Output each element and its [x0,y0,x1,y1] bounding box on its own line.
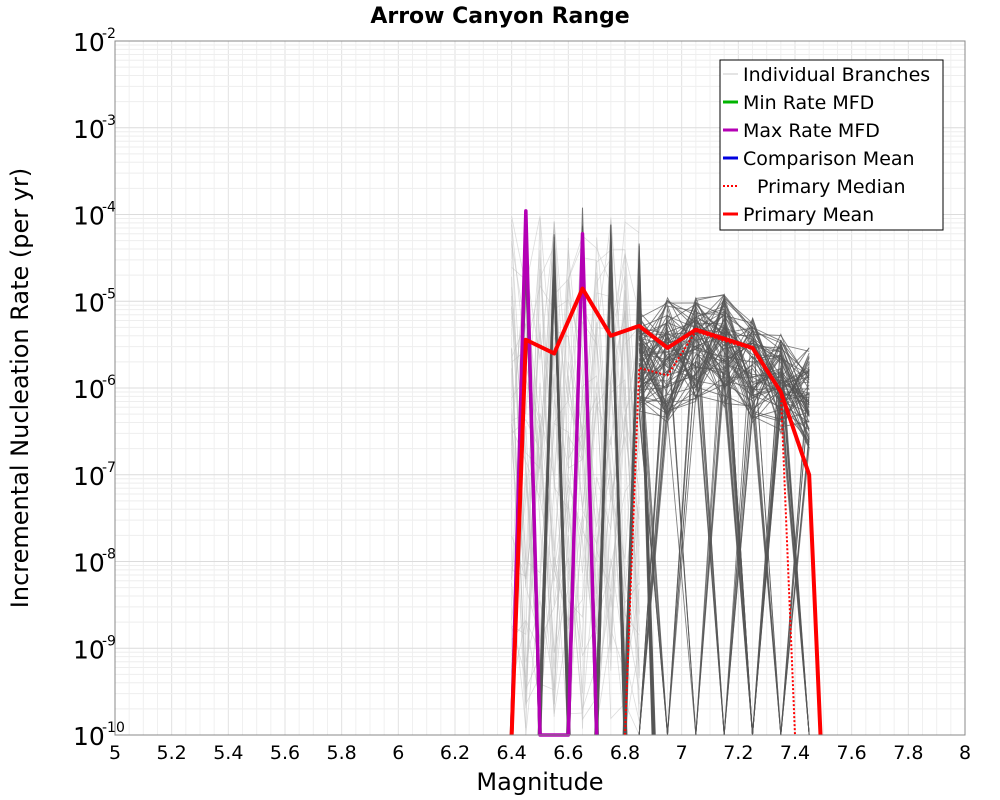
branch-spike-line [596,224,626,736]
legend-label: Primary Mean [743,204,874,226]
y-tick-exponent: -4 [102,200,116,216]
y-tick-label: 10 [73,28,105,57]
series-line-primary-mean [509,286,823,736]
legend-label: Max Rate MFD [743,120,880,142]
y-tick-label: 10 [73,115,105,144]
branch-line-light [511,253,640,709]
x-tick-label: 6.6 [553,742,583,764]
x-tick-label: 6.2 [440,742,470,764]
branch-line-light [511,310,640,729]
legend-label: Min Rate MFD [743,92,874,114]
y-tick-label: 10 [73,288,105,317]
legend: Individual Branches Min Rate MFD Max Rate … [719,59,944,231]
x-tick-label: 6 [392,742,404,764]
y-tick-exponent: -7 [102,460,116,476]
x-axis-label: Magnitude [476,768,603,796]
branch-line [639,302,810,408]
branch-line [639,323,810,736]
x-tick-label: 7 [676,742,688,764]
branch-spike-line [538,283,570,736]
branch-line-light [511,235,640,679]
y-tick-exponent: -9 [102,633,116,649]
legend-label: Comparison Mean [743,148,915,170]
branch-line [638,305,810,432]
branch-line [638,316,810,428]
y-tick-exponent: -5 [102,286,116,302]
x-tick-label: 7.8 [893,742,923,764]
legend-label: Individual Branches [743,64,930,86]
plot-frame [114,40,966,736]
x-tick-label: 5.8 [327,742,357,764]
x-tick-label: 5.6 [270,742,300,764]
x-tick-label: 5.4 [213,742,243,764]
branch-line-light [511,237,640,705]
x-tick-label: 8 [959,742,971,764]
branch-line [638,310,810,736]
x-tick-label: 7.2 [723,742,753,764]
x-tick-label: 7.4 [780,742,810,764]
chart-title: Arrow Canyon Range [370,4,629,29]
y-tick-exponent: -2 [102,26,116,42]
y-tick-label: 10 [73,202,105,231]
individual-branches [509,207,810,736]
x-tick-label: 6.4 [497,742,527,764]
branch-line-light [511,223,640,697]
series-line-primary-median [624,330,796,736]
y-tick-label: 10 [73,549,105,578]
y-tick-label: 10 [73,635,105,664]
x-tick-label: 6.8 [610,742,640,764]
y-tick-exponent: -6 [102,373,116,389]
y-tick-label: 10 [73,722,105,751]
branch-spike-line [596,268,625,736]
branch-line [638,294,810,736]
x-tick-label: 5 [109,742,121,764]
y-tick-label: 10 [73,375,105,404]
branch-line [638,315,810,736]
y-tick-label: 10 [73,462,105,491]
x-axis-ticks: 5 5.2 5.4 5.6 5.8 6 6.2 6.4 6.6 6.8 7 7.2 7.4 7.6 7.8 8 [109,742,971,764]
y-tick-exponent: -8 [102,547,116,563]
legend-box [719,59,944,231]
x-tick-label: 5.2 [157,742,187,764]
legend-label: Primary Median [757,176,906,198]
branch-line [638,296,810,430]
y-axis-label: Incremental Nucleation Rate (per yr) [6,168,34,608]
branch-spike-line [594,242,628,736]
branch-line [638,313,810,416]
y-tick-exponent: -3 [102,113,116,129]
branch-line [639,327,810,402]
y-tick-exponent: -10 [102,720,125,736]
x-tick-label: 7.6 [837,742,867,764]
